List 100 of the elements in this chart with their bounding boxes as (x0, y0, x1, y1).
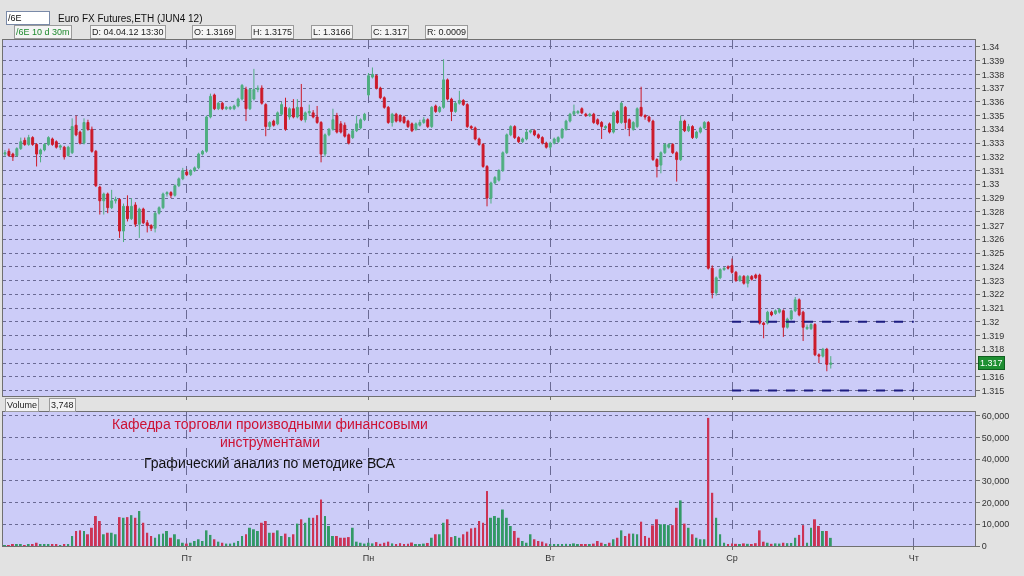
candlestick (746, 274, 750, 288)
candlestick (702, 120, 706, 130)
bar (320, 499, 323, 546)
bar (79, 530, 82, 546)
bar (146, 532, 149, 546)
candlestick (465, 102, 469, 129)
bar (114, 534, 117, 546)
bar (734, 543, 737, 546)
bar (482, 522, 485, 546)
y-tick-label: 1.325 (981, 248, 1005, 259)
bar (640, 521, 643, 546)
text: 1.317 (980, 358, 1003, 368)
candlestick (434, 104, 438, 114)
x-tick-label: Пт (181, 552, 193, 563)
x-tick-label: Чт (908, 552, 919, 563)
candlestick (23, 137, 27, 147)
candlestick (46, 135, 50, 147)
candlestick (694, 130, 698, 140)
candlestick (62, 145, 66, 161)
candlestick (390, 112, 394, 128)
bar (169, 537, 172, 546)
candlestick (600, 120, 604, 140)
candlestick (738, 274, 742, 283)
text: D: 04.04.12 13:30 (92, 27, 164, 37)
y-tick-label: 0 (981, 541, 987, 552)
bar (347, 537, 350, 546)
candlestick (3, 149, 7, 158)
bar (83, 531, 85, 546)
candlestick (612, 110, 615, 134)
bar (489, 517, 492, 546)
bar (252, 529, 255, 546)
bar (521, 541, 524, 546)
candlestick (781, 308, 785, 338)
y-tick-label: 1.33 (981, 179, 1000, 190)
bar (426, 542, 429, 546)
bar (746, 543, 749, 546)
candlestick (122, 203, 125, 243)
bar (608, 542, 611, 546)
candlestick (513, 124, 517, 140)
bar (118, 517, 121, 546)
candlestick (185, 168, 189, 177)
candlestick (106, 192, 110, 214)
bar (316, 515, 319, 546)
x-tick-label: Вт (545, 552, 556, 563)
candlestick (335, 112, 339, 134)
bar (715, 517, 718, 546)
bar (150, 536, 153, 546)
bar (399, 543, 402, 546)
bar (474, 527, 477, 546)
bar (35, 542, 38, 546)
y-tick-label: 1.333 (981, 138, 1005, 149)
bar (359, 542, 362, 546)
candlestick (284, 97, 287, 132)
bar (501, 509, 504, 546)
bar (308, 517, 311, 546)
bar (193, 541, 196, 546)
bar (248, 527, 251, 546)
bar (659, 524, 662, 546)
bar (351, 527, 354, 546)
bar (237, 541, 240, 546)
bar (470, 528, 473, 546)
bar (260, 522, 263, 546)
candlestick (27, 134, 31, 147)
bar (158, 534, 161, 546)
y-tick-label: 1.316 (981, 371, 1005, 382)
y-tick-label: 1.321 (981, 303, 1005, 314)
candlestick (536, 132, 540, 140)
bar (106, 532, 109, 546)
candlestick (442, 58, 446, 110)
candlestick (359, 117, 363, 130)
candlestick (323, 132, 327, 158)
bar (798, 534, 801, 546)
candlestick (750, 274, 754, 282)
candlestick (805, 324, 809, 331)
candlestick (592, 112, 596, 125)
y-tick-label: 1.336 (981, 97, 1005, 107)
candlestick (189, 168, 193, 177)
x-tick-label: Ср (726, 552, 738, 563)
candlestick (295, 98, 299, 119)
candlestick (110, 189, 114, 210)
y-tick-label: 1.318 (981, 344, 1005, 355)
candlestick (410, 121, 414, 133)
candlestick (635, 106, 639, 129)
candlestick (809, 322, 813, 331)
y-tick-label: 20,000 (981, 497, 1010, 508)
y-tick-label: 1.323 (981, 275, 1005, 286)
candlestick (422, 116, 426, 125)
bar (339, 537, 342, 546)
y-tick-label: 1.322 (981, 289, 1005, 300)
candlestick (604, 124, 608, 130)
bar (197, 539, 200, 546)
text: Volume (7, 400, 38, 410)
bar (766, 542, 769, 546)
text: O: 1.3169 (194, 27, 234, 37)
candlestick (58, 143, 62, 151)
annotation: Графический анализ по методике ВСА (144, 455, 396, 471)
y-tick-label: 1.315 (981, 385, 1005, 396)
bar (407, 543, 409, 546)
bar (335, 536, 338, 546)
bar (434, 534, 437, 546)
